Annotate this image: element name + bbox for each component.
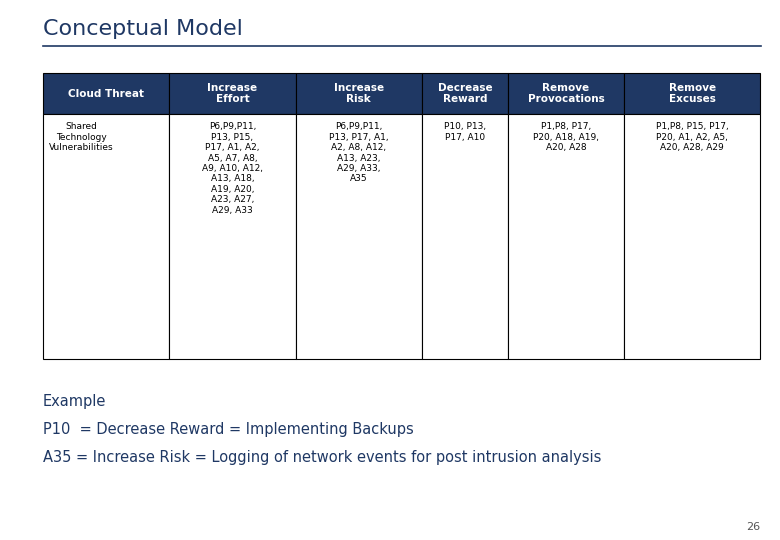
Bar <box>508 73 624 114</box>
Bar <box>43 73 169 114</box>
Text: P6,P9,P11,
P13, P17, A1,
A2, A8, A12,
A13, A23,
A29, A33,
A35: P6,P9,P11, P13, P17, A1, A2, A8, A12, A1… <box>329 123 388 184</box>
Text: P10, P13,
P17, A10: P10, P13, P17, A10 <box>444 123 486 142</box>
Bar <box>422 73 508 114</box>
Bar <box>624 73 760 114</box>
Text: P1,P8, P15, P17,
P20, A1, A2, A5,
A20, A28, A29: P1,P8, P15, P17, P20, A1, A2, A5, A20, A… <box>656 123 729 152</box>
Bar <box>296 114 422 359</box>
Bar <box>422 114 508 359</box>
Bar <box>169 114 296 359</box>
Text: Remove
Excuses: Remove Excuses <box>668 83 716 104</box>
Text: A35 = Increase Risk = Logging of network events for post intrusion analysis: A35 = Increase Risk = Logging of network… <box>43 450 601 465</box>
Text: 26: 26 <box>746 522 760 532</box>
Text: Increase
Risk: Increase Risk <box>334 83 384 104</box>
Text: Decrease
Reward: Decrease Reward <box>438 83 492 104</box>
Text: P6,P9,P11,
P13, P15,
P17, A1, A2,
A5, A7, A8,
A9, A10, A12,
A13, A18,
A19, A20,
: P6,P9,P11, P13, P15, P17, A1, A2, A5, A7… <box>202 123 263 215</box>
Bar <box>43 114 169 359</box>
Text: Example: Example <box>43 394 106 409</box>
Bar <box>169 73 296 114</box>
Text: Cloud Threat: Cloud Threat <box>68 89 144 99</box>
Text: Increase
Effort: Increase Effort <box>207 83 257 104</box>
Bar <box>508 114 624 359</box>
Bar <box>296 73 422 114</box>
Text: Conceptual Model: Conceptual Model <box>43 19 243 39</box>
Bar <box>624 114 760 359</box>
Text: Remove
Provocations: Remove Provocations <box>527 83 605 104</box>
Text: Shared
Technology
Vulnerabilities: Shared Technology Vulnerabilities <box>49 123 114 152</box>
Text: P1,P8, P17,
P20, A18, A19,
A20, A28: P1,P8, P17, P20, A18, A19, A20, A28 <box>533 123 599 152</box>
Text: P10  = Decrease Reward = Implementing Backups: P10 = Decrease Reward = Implementing Bac… <box>43 422 413 437</box>
